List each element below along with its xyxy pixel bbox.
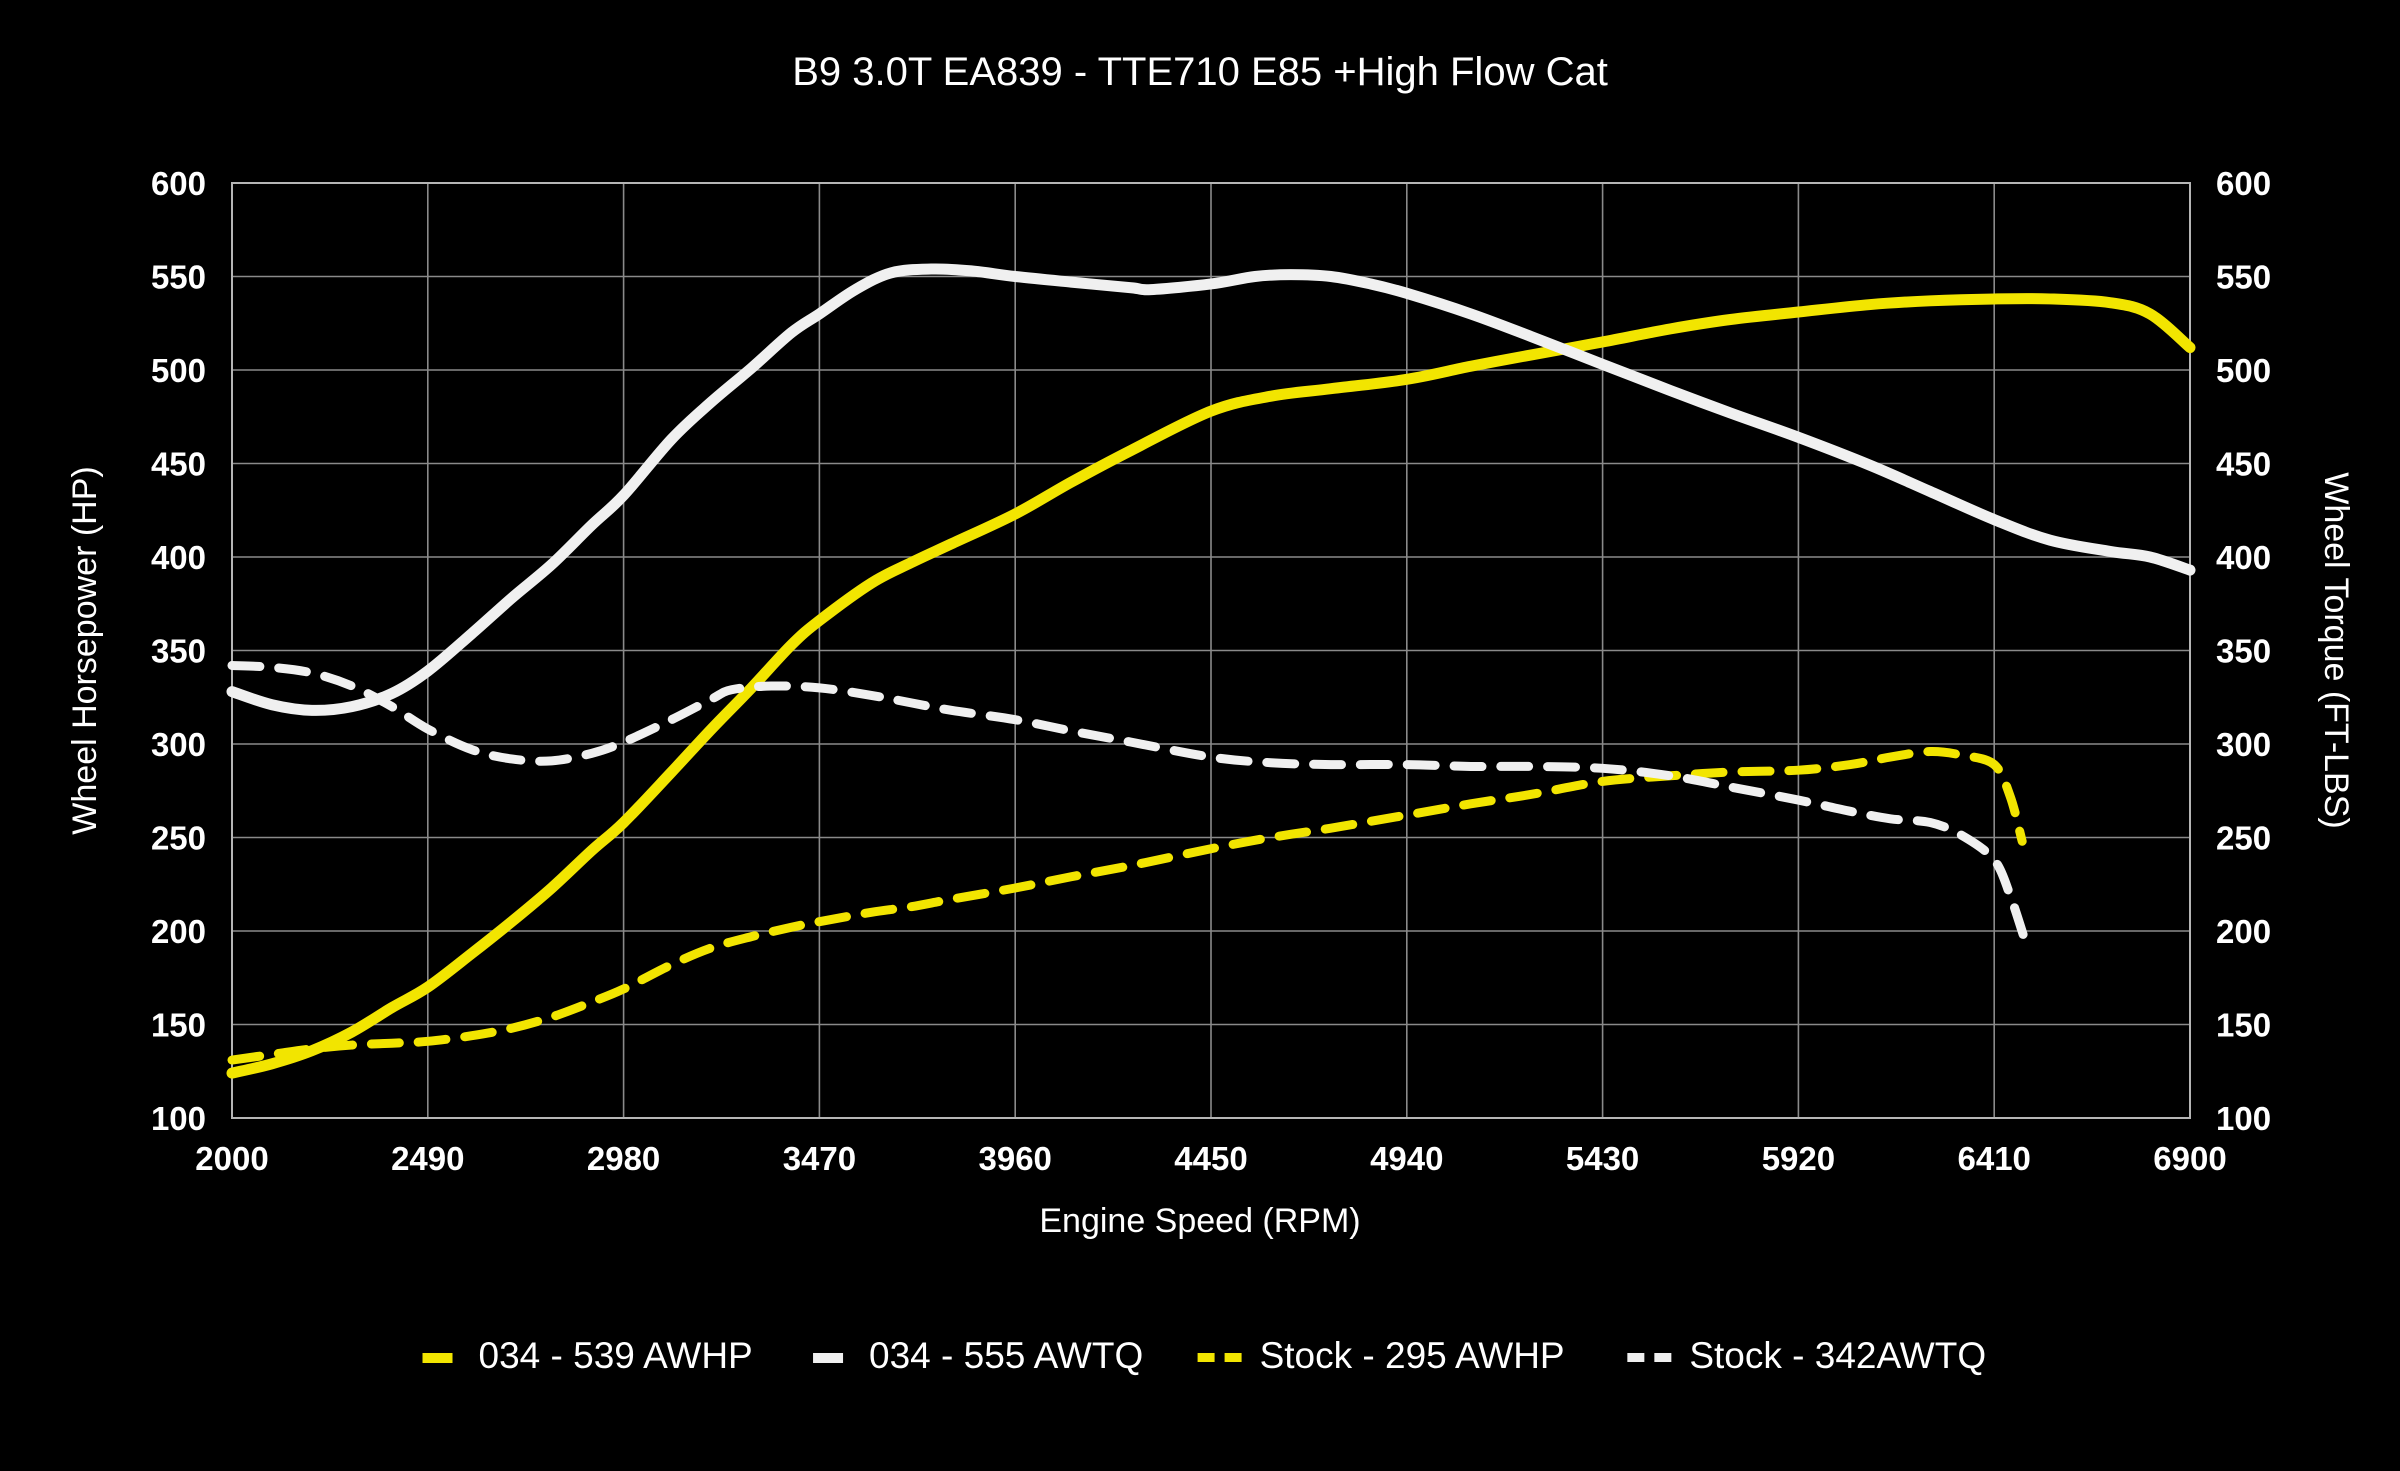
x-tick-label: 6900 bbox=[2153, 1140, 2226, 1177]
legend-dash-swatch bbox=[1197, 1353, 1215, 1362]
x-tick-label: 6410 bbox=[1957, 1140, 2030, 1177]
legend-dash-swatch bbox=[1627, 1353, 1645, 1362]
y2-tick-label: 200 bbox=[2216, 913, 2271, 950]
series-lines bbox=[226, 263, 2196, 1079]
y-tick-label: 200 bbox=[151, 913, 206, 950]
legend-dash-swatch bbox=[1654, 1353, 1672, 1362]
series-line-2 bbox=[227, 746, 2027, 1065]
y2-tick-label: 100 bbox=[2216, 1100, 2271, 1137]
x-tick-label: 3470 bbox=[783, 1140, 856, 1177]
chart-legend: 034 - 539 AWHP 034 - 555 AWTQ Stock - 295 … bbox=[422, 1335, 1986, 1376]
y2-tick-label: 350 bbox=[2216, 633, 2271, 670]
y2-tick-label: 150 bbox=[2216, 1007, 2271, 1044]
x-tick-label: 4940 bbox=[1370, 1140, 1443, 1177]
y2-tick-label: 300 bbox=[2216, 726, 2271, 763]
y-tick-label: 300 bbox=[151, 726, 206, 763]
plot-border bbox=[231, 182, 2191, 1119]
x-tick-label: 5920 bbox=[1762, 1140, 1835, 1177]
legend-line-swatch bbox=[813, 1353, 844, 1363]
legend-item-3[interactable]: Stock - 342AWTQ bbox=[1627, 1335, 1986, 1376]
x-tick-label: 5430 bbox=[1566, 1140, 1639, 1177]
y2-tick-label: 500 bbox=[2216, 352, 2271, 389]
x-tick-label: 2490 bbox=[391, 1140, 464, 1177]
legend-item-0[interactable]: 034 - 539 AWHP bbox=[422, 1335, 753, 1376]
y2-tick-label: 450 bbox=[2216, 446, 2271, 483]
y-tick-label: 500 bbox=[151, 352, 206, 389]
legend-label: 034 - 539 AWHP bbox=[479, 1335, 753, 1376]
y2-tick-label: 250 bbox=[2216, 820, 2271, 857]
y-tick-label: 450 bbox=[151, 446, 206, 483]
x-tick-label: 3960 bbox=[978, 1140, 1051, 1177]
x-tick-label: 2000 bbox=[195, 1140, 268, 1177]
series-line-0 bbox=[226, 293, 2196, 1079]
y-axis-tick-labels: 100 150 200 250 300 350 400 450 500 550 600 bbox=[151, 165, 206, 1137]
y-tick-label: 400 bbox=[151, 539, 206, 576]
y-tick-label: 600 bbox=[151, 165, 206, 202]
x-tick-label: 4450 bbox=[1174, 1140, 1247, 1177]
y2-tick-label: 550 bbox=[2216, 259, 2271, 296]
chart-title: B9 3.0T EA839 - TTE710 E85 +High Flow Ca… bbox=[792, 50, 1608, 94]
x-axis-title: Engine Speed (RPM) bbox=[1039, 1202, 1360, 1240]
y-tick-label: 150 bbox=[151, 1007, 206, 1044]
legend-label: 034 - 555 AWTQ bbox=[869, 1335, 1143, 1376]
y2-tick-label: 400 bbox=[2216, 539, 2271, 576]
x-tick-label: 2980 bbox=[587, 1140, 660, 1177]
series-line-1 bbox=[226, 263, 2196, 716]
series-line-3 bbox=[227, 660, 2031, 949]
legend-label: Stock - 295 AWHP bbox=[1260, 1335, 1565, 1376]
legend-item-1[interactable]: 034 - 555 AWTQ bbox=[813, 1335, 1143, 1376]
y-tick-label: 550 bbox=[151, 259, 206, 296]
x-axis-tick-labels: 2000 2490 2980 3470 3960 4450 4940 5430 5920 6410… bbox=[195, 1140, 2226, 1177]
legend-dash-swatch bbox=[1224, 1353, 1242, 1362]
y2-axis-tick-labels: 100 150 200 250 300 350 400 450 500 550 600 bbox=[2216, 165, 2271, 1137]
legend-item-2[interactable]: Stock - 295 AWHP bbox=[1197, 1335, 1565, 1376]
y-axis-title: Wheel Horsepower (HP) bbox=[66, 466, 104, 834]
y-tick-label: 100 bbox=[151, 1100, 206, 1137]
y-tick-label: 250 bbox=[151, 820, 206, 857]
legend-line-swatch bbox=[422, 1353, 453, 1363]
y-tick-label: 350 bbox=[151, 633, 206, 670]
y2-axis-title: Wheel Torque (FT-LBS) bbox=[2317, 472, 2355, 829]
y2-tick-label: 600 bbox=[2216, 165, 2271, 202]
legend-label: Stock - 342AWTQ bbox=[1689, 1335, 1986, 1376]
